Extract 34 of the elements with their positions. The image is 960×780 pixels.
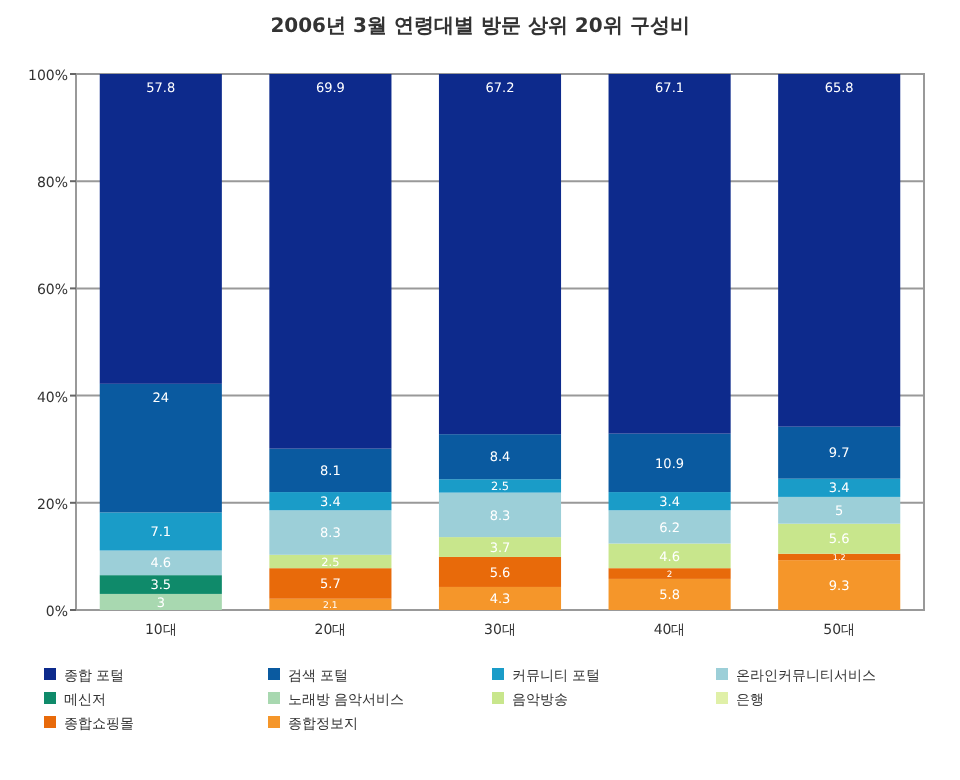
bar (269, 492, 392, 511)
bar (99, 575, 222, 594)
bar (608, 568, 731, 579)
bar (438, 537, 562, 557)
bar (778, 478, 901, 497)
bar (438, 492, 562, 538)
bar (99, 512, 222, 551)
chart-title: 2006년 3월 연령대별 방문 상위 20위 구성비 (270, 16, 690, 38)
bar (608, 578, 731, 610)
bar (99, 74, 222, 384)
bar (269, 568, 392, 599)
bar (438, 556, 562, 587)
bar (608, 433, 731, 493)
bar (269, 74, 392, 449)
bar (608, 74, 731, 434)
bar (608, 510, 731, 544)
bar (608, 492, 731, 511)
bar (778, 496, 901, 524)
bar (778, 560, 901, 610)
bar (269, 448, 392, 493)
bar (778, 523, 901, 554)
bar (608, 543, 731, 569)
bar (438, 434, 562, 480)
bar (438, 586, 562, 610)
bar (438, 479, 562, 493)
bar (778, 74, 901, 427)
bar (269, 510, 392, 555)
bar (269, 554, 392, 569)
bar (99, 593, 222, 610)
bar (778, 426, 901, 479)
bar (269, 598, 392, 610)
bar (99, 383, 222, 513)
bar (99, 550, 222, 576)
bar (438, 74, 562, 435)
